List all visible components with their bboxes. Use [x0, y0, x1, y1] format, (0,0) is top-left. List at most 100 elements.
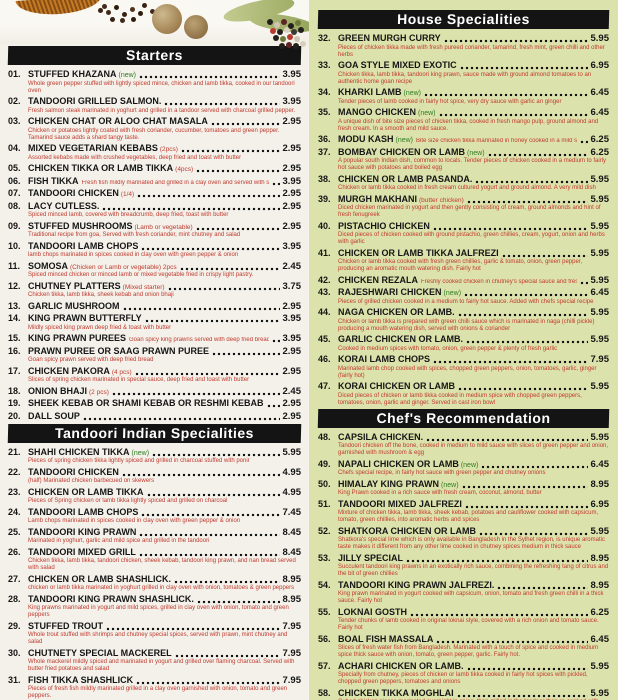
item-description: Assorted kebabs made with crushed vegeta…: [28, 154, 242, 161]
item-description: Chefs special recipe, in fairly hot sauc…: [338, 470, 546, 476]
item-description: King Prawn cooked in a rich sauce with f…: [338, 490, 542, 496]
item-price: 8.95: [590, 579, 610, 591]
item-price: 8.95: [282, 573, 302, 585]
menu-item-row: 42. CHICKEN REZALA Freshly cooked chicken …: [318, 275, 609, 286]
item-note: (2pcs): [159, 146, 178, 153]
item-description: Pieces of fresh fish mildly marinated gr…: [28, 686, 288, 699]
item-number: 42.: [318, 274, 331, 285]
item-description: Whole mackerel mildly spiced and marinat…: [28, 659, 295, 672]
menu-item-row: 38. CHICKEN OR LAMB PASANDA. 5.95: [318, 174, 609, 185]
menu-item-17: 17. CHICKEN PAKORA (4 pcs) 2.95 Slices of sp…: [8, 366, 301, 385]
menu-item-row: 47. KORAI CHICKEN OR LAMB 5.95: [318, 381, 609, 392]
menu-item-row: 35. MANGO CHICKEN (new) 6.45: [318, 107, 609, 118]
item-number: 29.: [8, 620, 21, 631]
menu-item-41: 41. CHICKEN OR LAMB TIKKA JALFREZI 5.95 Chi…: [318, 248, 609, 274]
menu-item-50: 50. HIMALAY KING PRAWN (new) 8.95 King Prawn…: [318, 479, 609, 498]
item-description: Diced pieces of chicken cooked with grou…: [338, 232, 605, 245]
item-number: 22.: [8, 466, 21, 477]
item-price: 5.95: [590, 660, 610, 672]
bay-leaf-decor: [248, 10, 309, 36]
menu-item-row: 49. NAPALI CHICKEN OR LAMB (new) 6.45: [318, 459, 609, 470]
item-note: (new): [131, 449, 150, 457]
item-title: KING PRAWN PUREES: [28, 333, 127, 343]
item-description: A unique dish of bite size pieces of chi…: [338, 118, 599, 132]
item-title: SHEEK KEBAB OR SHAMI KEBAB OR RESHMI KEB…: [28, 398, 264, 408]
menu-item-02: 02. TANDOORI GRILLED SALMON. 3.95 Fresh sal…: [8, 96, 301, 115]
menu-item-row: 51. TANDOORI MIXED JALFREZI 6.95: [318, 499, 609, 510]
item-number: 08.: [8, 200, 21, 211]
item-number: 11.: [8, 260, 21, 271]
menu-item-row: 20. DALL SOUP 2.95: [8, 411, 301, 422]
dot-leader: [487, 148, 588, 157]
item-description: Diced chicken marinated in yogurt and th…: [338, 205, 601, 218]
dot-leader: [438, 109, 588, 117]
menu-item-08: 08. LACY CUTLESS. 2.95 Spiced minced lamb, …: [8, 201, 301, 220]
item-price: 2.45: [282, 260, 302, 272]
item-price: 5.95: [590, 173, 610, 185]
item-number: 41.: [318, 247, 331, 258]
menu-item-row: 12. CHUTNEY PLATTERS (Mixed starter) 3.75: [8, 281, 301, 292]
dot-leader: [410, 608, 588, 617]
item-number: 03.: [8, 116, 21, 126]
menu-item-03: 03. CHICKEN CHAT OR ALOO CHAT MASALA 2.95 C…: [8, 116, 301, 142]
item-description: Spiced minced lamb, covered with breadcr…: [28, 212, 229, 218]
item-note: (new): [443, 290, 462, 297]
item-description: Tandoori chicken off the bone, cooked in…: [338, 443, 609, 456]
item-description: Slices of spring chicken marinated in sp…: [28, 377, 250, 383]
menu-item-row: 10. TANDOORI LAMB CHOPS 3.95: [8, 241, 301, 252]
dot-leader: [426, 433, 588, 442]
item-description: Cooked in medium spices with tomato, oni…: [338, 345, 558, 352]
item-title: NAGA CHICKEN OR LAMB.: [338, 307, 455, 317]
item-price: 5.95: [590, 274, 610, 286]
item-note: (new): [467, 149, 485, 157]
item-note: (new): [118, 72, 137, 79]
item-title: TANDOORI MIXED GRILL: [28, 546, 136, 557]
item-title: TANDOORI MIXED JALFREZI: [338, 498, 462, 509]
item-title: CHICKEN OR LAMB SHASHLICK.: [28, 573, 171, 584]
dot-leader: [106, 622, 280, 631]
item-title: ACHARI CHICKEN OR LAMB.: [338, 660, 464, 671]
item-price: 2.95: [282, 220, 302, 232]
menu-item-row: 07. TANDOORI CHICKEN (1/4) 2.95: [8, 188, 301, 199]
item-price: 3.95: [282, 240, 302, 252]
item-title: JILLY SPECIAL: [338, 552, 404, 563]
menu-item-row: 18. ONION BHAJI (2 pcs) 2.45: [8, 386, 301, 397]
dot-leader: [475, 175, 588, 184]
item-price: 8.95: [282, 593, 302, 605]
item-title: CHICKEN CHAT OR ALOO CHAT MASALA: [28, 116, 208, 126]
item-number: 45.: [318, 334, 331, 344]
menu-item-19: 19. SHEEK KEBAB OR SHAMI KEBAB OR RESHMI …: [8, 398, 301, 409]
menu-item-row: 13. GARLIC MUSHROOM 2.95: [8, 301, 301, 312]
item-title: GARLIC CHICKEN OR LAMB.: [338, 334, 463, 344]
item-title: ONION BHAJI: [28, 385, 88, 396]
item-number: 05.: [8, 163, 21, 173]
item-price: 6.95: [590, 60, 610, 71]
item-description: King prawn marinated in yogurt cooked wi…: [338, 591, 604, 604]
dot-leader: [436, 635, 588, 644]
menu-item-row: 17. CHICKEN PAKORA (4 pcs) 2.95: [8, 366, 301, 377]
menu-item-row: 50. HIMALAY KING PRAWN (new) 8.95: [318, 479, 609, 490]
item-description: Goan spicy prawn served with deep fried …: [28, 357, 154, 363]
dot-leader: [141, 242, 280, 251]
item-title: CHICKEN PAKORA: [28, 365, 110, 376]
menu-item-row: 09. STUFFED MUSHROOMS (Lamb or vegetable) 2…: [8, 221, 301, 232]
item-description: chicken or lamb tikka marinated in yoghu…: [28, 585, 295, 591]
menu-item-33: 33. GOA STYLE MIXED EXOTIC 6.95 Chicken tik…: [318, 60, 609, 86]
item-price: 3.95: [282, 175, 302, 187]
item-price: 7.95: [282, 674, 302, 686]
menu-item-row: 41. CHICKEN OR LAMB TIKKA JALFREZI 5.95: [318, 248, 609, 259]
menu-item-48: 48. CAPSILA CHICKEN. 5.95 Tandoori chicken …: [318, 432, 609, 458]
item-number: 07.: [8, 188, 21, 198]
item-number: 32.: [318, 33, 331, 43]
item-number: 19.: [8, 398, 21, 408]
item-title: RAJESHWARI CHICKEN: [338, 287, 442, 297]
item-number: 35.: [318, 107, 331, 117]
item-title: MANGO CHICKEN: [338, 107, 416, 117]
menu-item-36: 36. MODU KASH (new) Bite size chicken tikka…: [318, 134, 609, 145]
item-number: 15.: [8, 333, 21, 343]
item-price: 2.95: [282, 300, 302, 312]
item-title: CHICKEN TIKKA OR LAMB TIKKA: [28, 163, 174, 173]
menu-item-06: 06. FISH TIKKA Fresh fish mildly marinated…: [8, 176, 301, 187]
item-number: 37.: [318, 146, 331, 157]
dot-leader: [138, 548, 280, 557]
